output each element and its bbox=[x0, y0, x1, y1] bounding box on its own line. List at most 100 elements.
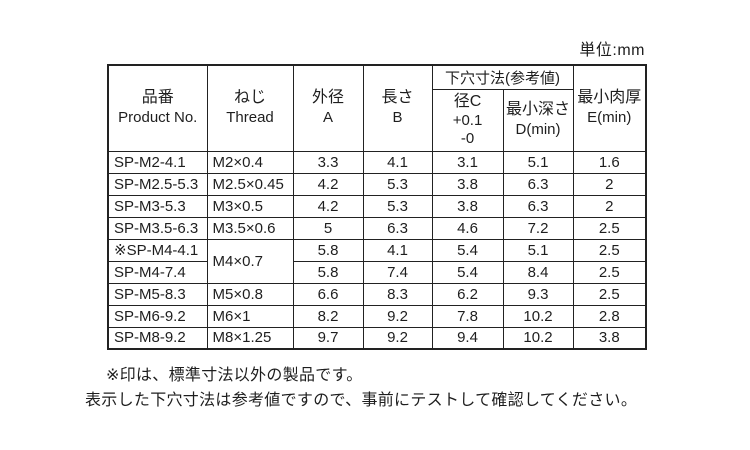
cell-product-no: SP-M5-8.3 bbox=[107, 282, 208, 306]
footnote-nonstandard: ※印は、標準寸法以外の製品です。 bbox=[106, 367, 363, 384]
cell-min-depth-d: 10.2 bbox=[502, 326, 574, 350]
cell-thread: M5×0.8 bbox=[206, 282, 294, 306]
spec-table-header: 品番 Product No. ねじ Thread 外径 A 長さ B 下穴寸法(… bbox=[107, 64, 647, 152]
unit-label: 単位:mm bbox=[579, 42, 645, 59]
cell-hole-dia-c: 3.8 bbox=[431, 194, 504, 218]
col-header-length-jp: 長さ bbox=[381, 89, 414, 107]
cell-length-b: 5.3 bbox=[362, 194, 433, 218]
cell-min-wall-e: 2.5 bbox=[572, 238, 647, 262]
cell-thread: M8×1.25 bbox=[206, 326, 294, 350]
cell-min-depth-d: 6.3 bbox=[502, 194, 574, 218]
col-header-min-depth-jp: 最小深さ bbox=[505, 101, 570, 118]
col-header-product-no: 品番 Product No. bbox=[107, 64, 208, 152]
cell-product-no: SP-M8-9.2 bbox=[107, 326, 208, 350]
col-header-outer-dia: 外径 A bbox=[292, 64, 364, 152]
cell-thread: M3×0.5 bbox=[206, 194, 294, 218]
col-header-pilot-hole-group: 下穴寸法(参考値) bbox=[431, 64, 574, 90]
cell-min-wall-e: 2.5 bbox=[572, 282, 647, 306]
col-header-thread-en: Thread bbox=[226, 109, 274, 127]
cell-min-wall-e: 2.5 bbox=[572, 216, 647, 240]
cell-length-b: 9.2 bbox=[362, 326, 433, 350]
col-header-min-wall: 最小肉厚 E(min) bbox=[572, 64, 647, 152]
cell-thread: M3.5×0.6 bbox=[206, 216, 294, 240]
col-header-thread-jp: ねじ bbox=[233, 89, 266, 107]
col-header-outer-dia-en: A bbox=[322, 109, 333, 127]
cell-hole-dia-c: 6.2 bbox=[431, 282, 504, 306]
cell-length-b: 4.1 bbox=[362, 150, 433, 174]
cell-length-b: 8.3 bbox=[362, 282, 433, 306]
table-row: ※SP-M4-4.1 M4×0.7 5.8 4.1 5.4 5.1 2.5 bbox=[107, 238, 647, 284]
col-header-hole-dia-jp: 径C bbox=[453, 93, 482, 110]
header-row-top: 品番 Product No. ねじ Thread 外径 A 長さ B 下穴寸法(… bbox=[107, 64, 647, 152]
cell-length-b: 6.3 bbox=[362, 216, 433, 240]
cell-product-no: SP-M3.5-6.3 bbox=[107, 216, 208, 240]
col-header-min-depth-en: D(min) bbox=[515, 121, 561, 138]
cell-outer-dia-a: 4.2 bbox=[292, 194, 364, 218]
table-row: SP-M8-9.2 M8×1.25 9.7 9.2 9.4 10.2 3.8 bbox=[107, 326, 647, 350]
cell-outer-dia-a: 6.6 bbox=[292, 282, 364, 306]
table-row: SP-M2-4.1 M2×0.4 3.3 4.1 3.1 5.1 1.6 bbox=[107, 150, 647, 174]
table-row: SP-M3-5.3 M3×0.5 4.2 5.3 3.8 6.3 2 bbox=[107, 194, 647, 218]
cell-thread: M4×0.7 bbox=[206, 238, 294, 284]
cell-min-wall-e: 2.8 bbox=[572, 304, 647, 328]
cell-outer-dia-a: 8.2 bbox=[292, 304, 364, 328]
cell-hole-dia-c: 3.1 bbox=[431, 150, 504, 174]
cell-outer-dia-a: 5.8 bbox=[292, 260, 364, 284]
col-header-thread: ねじ Thread bbox=[206, 64, 294, 152]
cell-min-wall-e: 2 bbox=[572, 172, 647, 196]
cell-product-no: SP-M3-5.3 bbox=[107, 194, 208, 218]
col-header-hole-dia-tol-plus: +0.1 bbox=[452, 112, 483, 129]
cell-min-depth-d: 7.2 bbox=[502, 216, 574, 240]
footnote-pilot-hole: 表示した下穴寸法は参考値ですので、事前にテストして確認してください。 bbox=[85, 392, 638, 409]
cell-thread: M2.5×0.45 bbox=[206, 172, 294, 196]
cell-outer-dia-a: 3.3 bbox=[292, 150, 364, 174]
cell-product-no: SP-M2-4.1 bbox=[107, 150, 208, 174]
cell-thread: M6×1 bbox=[206, 304, 294, 328]
cell-product-no: SP-M6-9.2 bbox=[107, 304, 208, 328]
col-header-min-wall-en: E(min) bbox=[587, 109, 632, 127]
cell-min-wall-e: 1.6 bbox=[572, 150, 647, 174]
cell-min-depth-d: 10.2 bbox=[502, 304, 574, 328]
col-header-product-en: Product No. bbox=[118, 109, 198, 127]
cell-length-b: 9.2 bbox=[362, 304, 433, 328]
col-header-length: 長さ B bbox=[362, 64, 433, 152]
table-row: SP-M5-8.3 M5×0.8 6.6 8.3 6.2 9.3 2.5 bbox=[107, 282, 647, 306]
cell-outer-dia-a: 9.7 bbox=[292, 326, 364, 350]
cell-hole-dia-c: 5.4 bbox=[431, 238, 504, 262]
col-header-min-depth: 最小深さ D(min) bbox=[502, 88, 574, 152]
cell-thread: M2×0.4 bbox=[206, 150, 294, 174]
col-header-hole-dia-tol-minus: -0 bbox=[460, 130, 475, 147]
cell-hole-dia-c: 4.6 bbox=[431, 216, 504, 240]
cell-min-depth-d: 8.4 bbox=[502, 260, 574, 284]
cell-min-depth-d: 5.1 bbox=[502, 238, 574, 262]
cell-product-no: SP-M2.5-5.3 bbox=[107, 172, 208, 196]
cell-min-depth-d: 6.3 bbox=[502, 172, 574, 196]
cell-length-b: 5.3 bbox=[362, 172, 433, 196]
cell-outer-dia-a: 5 bbox=[292, 216, 364, 240]
cell-min-wall-e: 2.5 bbox=[572, 260, 647, 284]
table-row: SP-M6-9.2 M6×1 8.2 9.2 7.8 10.2 2.8 bbox=[107, 304, 647, 328]
col-header-outer-dia-jp: 外径 bbox=[311, 89, 344, 107]
cell-product-no: ※SP-M4-4.1 bbox=[107, 238, 208, 262]
cell-hole-dia-c: 3.8 bbox=[431, 172, 504, 196]
header-row-sub: 径C +0.1 -0 最小深さ D(min) bbox=[108, 88, 646, 152]
col-header-hole-dia: 径C +0.1 -0 bbox=[431, 88, 504, 152]
table-row: SP-M4-7.4 5.8 7.4 5.4 8.4 2.5 bbox=[107, 260, 647, 284]
cell-length-b: 7.4 bbox=[362, 260, 433, 284]
spec-table: 品番 Product No. ねじ Thread 外径 A 長さ B 下穴寸法(… bbox=[107, 64, 647, 350]
cell-hole-dia-c: 5.4 bbox=[431, 260, 504, 284]
cell-length-b: 4.1 bbox=[362, 238, 433, 262]
cell-min-depth-d: 5.1 bbox=[502, 150, 574, 174]
cell-hole-dia-c: 9.4 bbox=[431, 326, 504, 350]
cell-product-no: SP-M4-7.4 bbox=[107, 260, 208, 284]
cell-hole-dia-c: 7.8 bbox=[431, 304, 504, 328]
col-header-length-en: B bbox=[392, 109, 403, 127]
table-row: SP-M3.5-6.3 M3.5×0.6 5 6.3 4.6 7.2 2.5 bbox=[107, 216, 647, 240]
table-row: SP-M2.5-5.3 M2.5×0.45 4.2 5.3 3.8 6.3 2 bbox=[107, 172, 647, 196]
cell-outer-dia-a: 5.8 bbox=[292, 238, 364, 262]
spec-table-body: SP-M2-4.1 M2×0.4 3.3 4.1 3.1 5.1 1.6 SP-M2.5-5.… bbox=[107, 150, 647, 350]
cell-min-depth-d: 9.3 bbox=[502, 282, 574, 306]
cell-outer-dia-a: 4.2 bbox=[292, 172, 364, 196]
col-header-min-wall-jp: 最小肉厚 bbox=[577, 89, 642, 107]
